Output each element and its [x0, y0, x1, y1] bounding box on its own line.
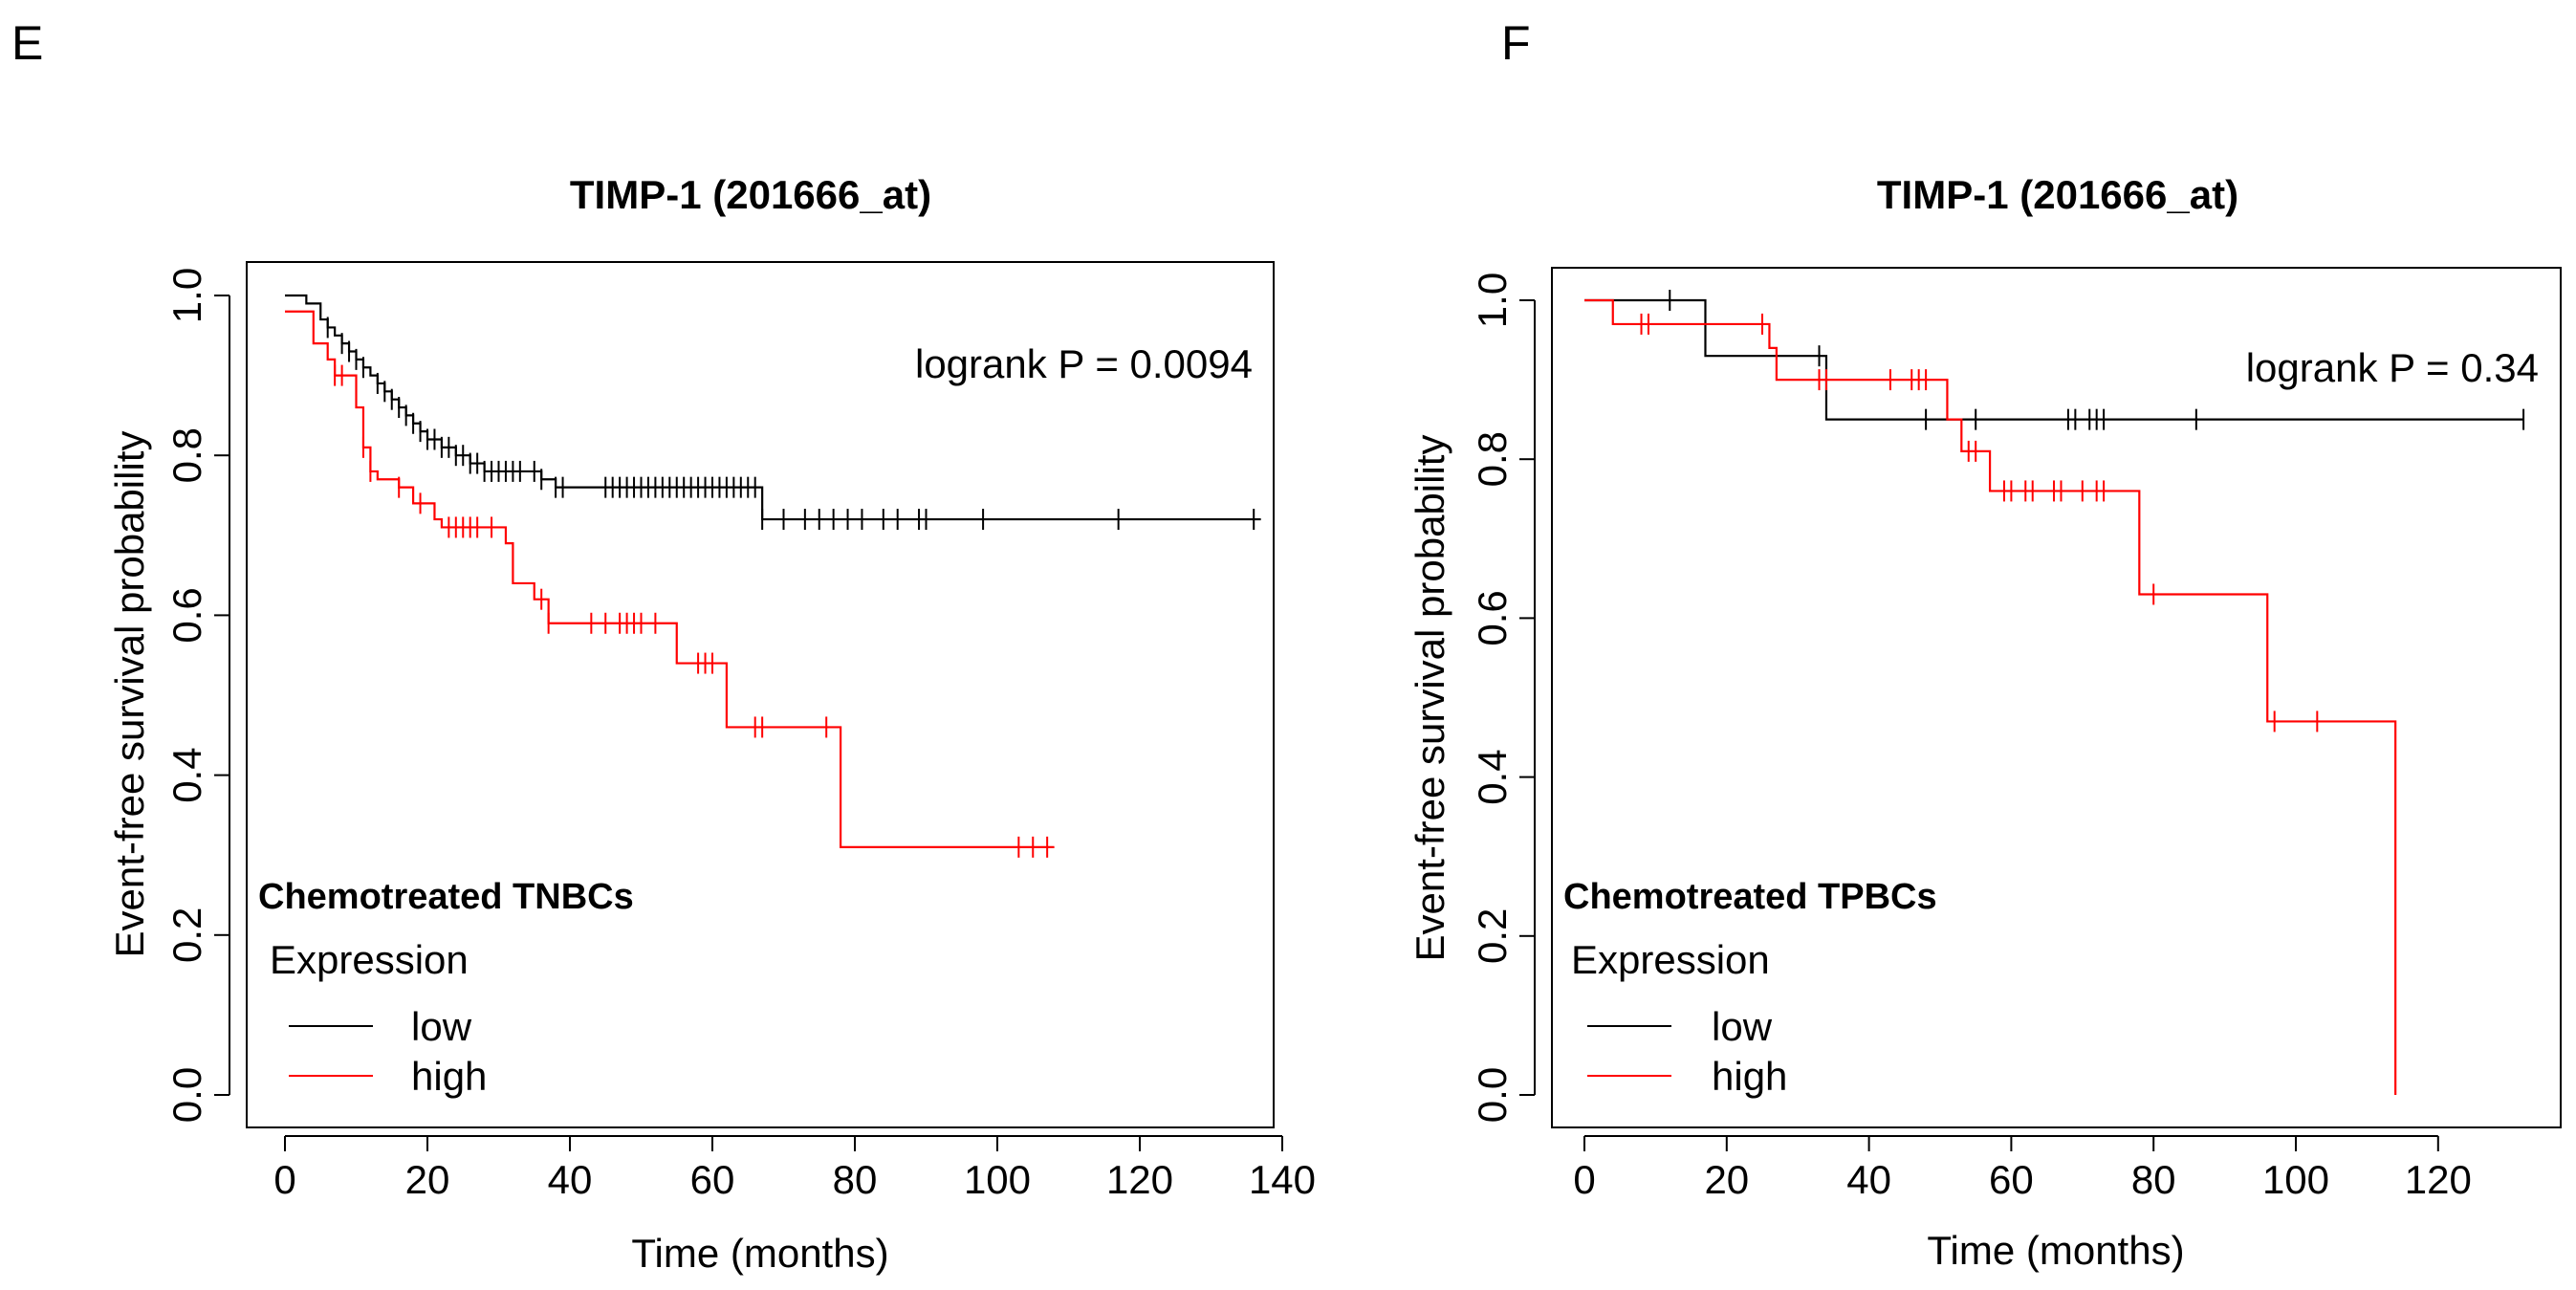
- x-tick-label: 80: [2131, 1157, 2176, 1202]
- legend-item-low: low: [1712, 1004, 1773, 1049]
- x-tick-label: 0: [273, 1157, 295, 1202]
- x-tick-label: 120: [1106, 1157, 1173, 1202]
- x-tick-label: 120: [2405, 1157, 2472, 1202]
- logrank-p-value: logrank P = 0.0094: [915, 341, 1253, 386]
- panel-label: E: [11, 16, 43, 70]
- chart-title: TIMP-1 (201666_at): [1877, 172, 2238, 217]
- y-tick-label: 0.0: [1470, 1067, 1515, 1123]
- cohort-label: Chemotreated TNBCs: [258, 877, 634, 917]
- x-tick-label: 60: [690, 1157, 735, 1202]
- x-tick-label: 20: [1704, 1157, 1749, 1202]
- x-axis: 0 20 40 60 80 100 120: [1573, 1135, 2472, 1202]
- y-axis-label: Event-free survival probability: [107, 431, 152, 958]
- survival-curve-low: [285, 294, 1261, 521]
- y-tick-label: 1.0: [164, 268, 209, 323]
- y-tick-label: 0.4: [1470, 749, 1515, 804]
- x-axis: 0 20 40 60 80 100 120 140: [273, 1135, 1316, 1202]
- x-tick-label: 100: [2262, 1157, 2329, 1202]
- y-tick-label: 0.6: [1470, 590, 1515, 645]
- plot-frame: [246, 261, 1275, 1128]
- panel-e: E TIMP-1 (201666_at) 0 20 40 60 80 100 120 140 …: [11, 16, 1316, 1276]
- x-axis-label: Time (months): [1927, 1228, 2184, 1273]
- legend-title: Expression: [270, 937, 469, 982]
- y-axis-label: Event-free survival probability: [1408, 435, 1452, 962]
- survival-curves: [1584, 290, 2525, 1095]
- survival-curve-high: [285, 310, 1055, 848]
- survival-curves: [285, 294, 1261, 858]
- x-tick-label: 40: [1846, 1157, 1891, 1202]
- logrank-p-value: logrank P = 0.34: [2246, 345, 2539, 390]
- cohort-label: Chemotreated TPBCs: [1563, 877, 1937, 917]
- x-tick-label: 0: [1573, 1157, 1595, 1202]
- x-axis-label: Time (months): [631, 1231, 888, 1276]
- panel-f: F TIMP-1 (201666_at) 0 20 40 60 80 100 120 0.0…: [1408, 16, 2562, 1273]
- y-axis: 0.0 0.2 0.4 0.6 0.8 1.0: [164, 268, 230, 1123]
- plot-frame: [1551, 267, 2562, 1128]
- x-tick-label: 60: [1989, 1157, 2034, 1202]
- y-tick-label: 0.8: [164, 427, 209, 483]
- y-tick-label: 0.2: [1470, 908, 1515, 964]
- legend-item-high: high: [1712, 1054, 1787, 1099]
- x-tick-label: 40: [548, 1157, 593, 1202]
- x-tick-label: 20: [405, 1157, 450, 1202]
- legend-title: Expression: [1571, 937, 1770, 982]
- survival-curve-high: [1584, 298, 2397, 1095]
- chart-title: TIMP-1 (201666_at): [570, 172, 931, 217]
- legend-item-high: high: [411, 1054, 487, 1099]
- x-tick-label: 100: [964, 1157, 1031, 1202]
- y-tick-label: 0.6: [164, 587, 209, 643]
- y-tick-label: 0.4: [164, 747, 209, 802]
- x-tick-label: 80: [833, 1157, 878, 1202]
- panel-label: F: [1501, 16, 1531, 70]
- y-tick-label: 0.2: [164, 907, 209, 963]
- y-tick-label: 1.0: [1470, 273, 1515, 328]
- y-axis: 0.0 0.2 0.4 0.6 0.8 1.0: [1470, 273, 1536, 1123]
- y-tick-label: 0.0: [164, 1067, 209, 1123]
- x-tick-label: 140: [1249, 1157, 1316, 1202]
- survival-curve-low: [1584, 298, 2524, 421]
- y-tick-label: 0.8: [1470, 431, 1515, 487]
- legend-item-low: low: [411, 1004, 472, 1049]
